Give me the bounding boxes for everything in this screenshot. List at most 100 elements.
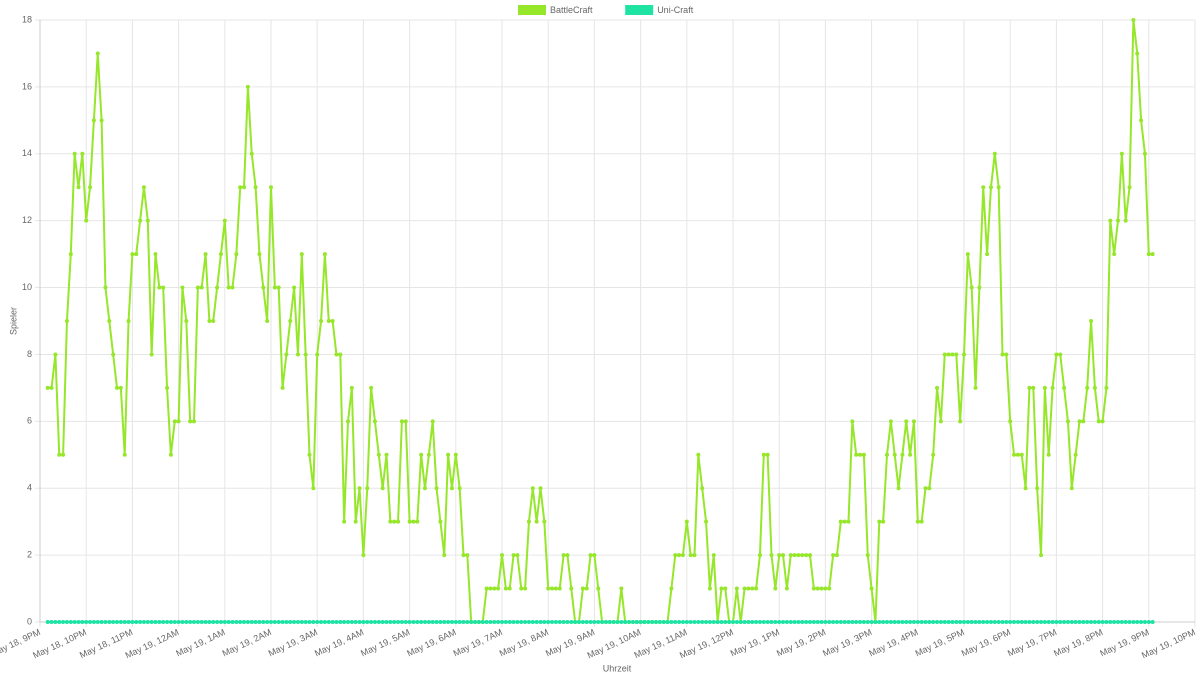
data-point: [1116, 218, 1120, 223]
data-point: [1139, 118, 1144, 123]
data-point: [788, 553, 793, 558]
data-point: [965, 620, 970, 624]
data-point: [1050, 385, 1055, 390]
data-point: [423, 620, 427, 624]
data-point: [292, 285, 297, 290]
data-point: [276, 285, 281, 290]
data-point: [1000, 352, 1005, 357]
data-point: [511, 553, 516, 558]
data-point: [530, 486, 535, 491]
data-point: [723, 620, 728, 624]
data-point: [118, 620, 123, 624]
data-point: [761, 452, 766, 457]
data-point: [295, 352, 300, 357]
data-point: [561, 620, 566, 624]
data-point: [927, 620, 932, 624]
data-point: [692, 620, 697, 624]
data-point: [280, 620, 285, 624]
data-point: [888, 620, 893, 624]
data-point: [1054, 620, 1059, 624]
data-point: [288, 620, 293, 624]
data-point: [1112, 252, 1117, 257]
data-point: [303, 352, 308, 357]
data-point: [869, 586, 874, 591]
data-point: [165, 620, 170, 624]
data-point: [985, 252, 990, 257]
data-point: [823, 620, 828, 624]
data-point: [542, 519, 547, 524]
data-point: [823, 586, 828, 591]
data-point: [242, 620, 247, 624]
y-axis-title: Spieler: [8, 307, 18, 335]
data-point: [507, 586, 512, 591]
data-point: [211, 620, 216, 624]
data-point: [765, 620, 770, 624]
data-point: [272, 285, 277, 290]
data-point: [977, 285, 982, 290]
data-point: [1039, 553, 1043, 558]
data-point: [600, 620, 605, 624]
data-point: [1069, 486, 1074, 491]
data-point: [553, 620, 558, 624]
data-point: [492, 620, 497, 624]
data-point: [449, 620, 454, 624]
data-point: [634, 620, 639, 624]
data-point: [969, 285, 974, 290]
data-point: [904, 419, 909, 424]
data-point: [384, 620, 389, 624]
data-point: [357, 620, 362, 624]
data-point: [746, 620, 751, 624]
data-point: [438, 519, 443, 524]
data-point: [611, 620, 616, 624]
data-point: [757, 620, 762, 624]
data-point: [430, 620, 435, 624]
legend-item[interactable]: BattleCraft: [518, 5, 593, 15]
data-point: [1085, 620, 1090, 624]
data-point: [295, 620, 300, 624]
x-tick-label: May 19, 8AM: [498, 627, 550, 658]
data-point: [861, 452, 866, 457]
data-point: [550, 620, 555, 624]
data-point: [962, 352, 966, 357]
data-point: [800, 553, 805, 558]
data-point: [523, 586, 528, 591]
data-point: [1062, 385, 1067, 390]
data-point: [688, 620, 693, 624]
data-point: [1035, 620, 1040, 624]
data-point: [526, 620, 531, 624]
data-point: [596, 620, 601, 624]
data-point: [981, 185, 986, 190]
data-point: [588, 620, 593, 624]
x-tick-label: May 19, 5AM: [359, 627, 411, 658]
data-point: [161, 285, 166, 290]
data-point: [773, 586, 778, 591]
data-point: [372, 419, 377, 424]
data-point: [946, 352, 951, 357]
data-point: [738, 620, 743, 624]
data-point: [322, 252, 327, 257]
data-point: [1150, 620, 1155, 624]
data-point: [57, 620, 62, 624]
data-point: [1119, 620, 1124, 624]
data-point: [315, 352, 320, 357]
data-point: [950, 620, 955, 624]
data-point: [280, 385, 285, 390]
x-tick-label: May 19, 5PM: [914, 627, 966, 658]
data-point: [299, 620, 304, 624]
data-point: [95, 51, 100, 56]
data-point: [684, 519, 689, 524]
data-point: [149, 352, 154, 357]
data-point: [550, 586, 555, 591]
data-point: [569, 586, 574, 591]
data-point: [326, 620, 331, 624]
legend-item[interactable]: Uni-Craft: [625, 5, 694, 15]
data-point: [557, 586, 562, 591]
data-point: [380, 620, 385, 624]
data-point: [573, 620, 578, 624]
data-point: [623, 620, 628, 624]
data-point: [180, 620, 185, 624]
data-point: [361, 553, 366, 558]
data-point: [1089, 620, 1094, 624]
data-point: [680, 620, 685, 624]
data-point: [1127, 620, 1132, 624]
